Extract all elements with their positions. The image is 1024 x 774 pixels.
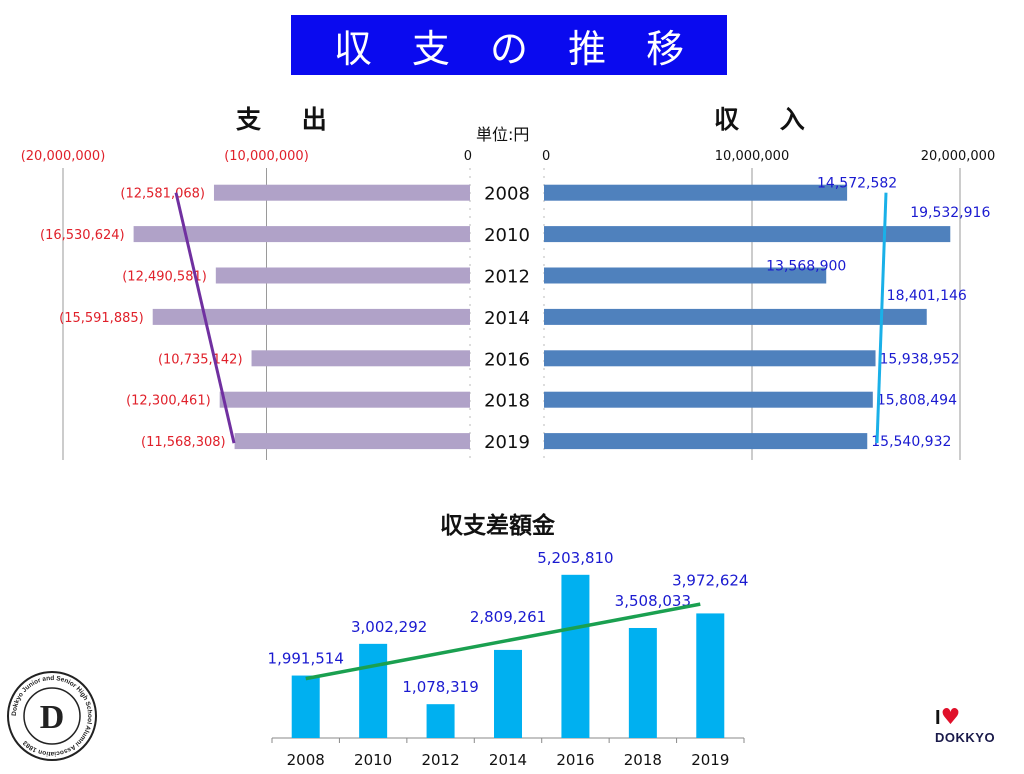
income-data-label: 15,808,494 — [877, 393, 957, 409]
difference-data-label: 1,078,319 — [402, 678, 478, 696]
page-title: 収 支 の 推 移 — [291, 15, 727, 75]
income-tick-label: 10,000,000 — [715, 149, 789, 164]
income-data-label: 15,540,932 — [871, 434, 951, 450]
expense-tick-label: (20,000,000) — [21, 149, 106, 164]
unit-label: 単位:円 — [476, 125, 530, 144]
expense-data-label: (15,591,885) — [59, 311, 144, 326]
year-label: 2014 — [484, 308, 530, 329]
difference-bar — [359, 643, 388, 738]
income-data-label: 13,568,900 — [766, 259, 846, 275]
difference-data-label: 1,991,514 — [268, 650, 344, 668]
difference-bar — [561, 574, 590, 738]
difference-data-label: 3,972,624 — [672, 571, 748, 589]
expense-data-label: (10,735,142) — [158, 352, 243, 367]
difference-category-label: 2008 — [287, 751, 325, 769]
income-data-label: 15,938,952 — [880, 351, 960, 367]
alumni-association-seal-logo: Dokkyo Junior and Senior High School Alu… — [7, 671, 97, 761]
expense-bar — [251, 350, 470, 367]
difference-data-label: 2,809,261 — [470, 608, 546, 626]
year-label: 2010 — [484, 225, 530, 246]
expense-heading: 支 出 — [236, 105, 343, 134]
expense-data-label: (12,581,068) — [120, 187, 205, 202]
expense-bar — [234, 433, 470, 450]
expense-bar — [133, 226, 470, 243]
year-label: 2016 — [484, 349, 530, 370]
difference-heading: 収支差額金 — [440, 513, 555, 539]
income-tick-label: 20,000,000 — [921, 149, 995, 164]
income-trendline — [875, 192, 888, 444]
income-bar — [544, 308, 927, 325]
expense-data-label: (12,490,581) — [122, 270, 207, 285]
difference-bar — [291, 675, 320, 738]
income-bar — [544, 184, 848, 201]
expense-data-label: (16,530,624) — [40, 228, 125, 243]
difference-bar — [426, 704, 455, 738]
expense-trendline — [174, 192, 236, 444]
difference-category-label: 2018 — [624, 751, 662, 769]
expense-data-label: (11,568,308) — [141, 435, 226, 450]
income-bar — [544, 433, 868, 450]
income-bar — [544, 350, 876, 367]
difference-bar — [628, 627, 657, 738]
expense-bar — [215, 267, 470, 284]
income-heading: 収 入 — [714, 105, 821, 134]
expense-bar — [152, 308, 470, 325]
difference-data-label: 3,002,292 — [351, 618, 427, 636]
income-data-label: 19,532,916 — [910, 205, 990, 221]
difference-data-label: 3,508,033 — [615, 592, 691, 610]
difference-bar — [696, 613, 725, 738]
income-data-label: 14,572,582 — [817, 176, 897, 192]
expense-tick-label: 0 — [464, 149, 472, 164]
difference-bar — [494, 649, 522, 738]
difference-category-label: 2014 — [489, 751, 527, 769]
difference-category-label: 2019 — [691, 751, 729, 769]
income-tick-label: 0 — [542, 149, 550, 164]
difference-category-label: 2016 — [556, 751, 594, 769]
difference-data-label: 5,203,810 — [537, 549, 613, 567]
year-label: 2018 — [484, 391, 530, 412]
heart-icon: ♥ — [940, 705, 961, 730]
difference-category-label: 2012 — [421, 751, 459, 769]
income-bar — [544, 391, 873, 408]
income-bar — [544, 226, 951, 243]
year-label: 2008 — [484, 184, 530, 205]
expense-tick-label: (10,000,000) — [224, 149, 309, 164]
income-bar — [544, 267, 827, 284]
svg-text:D: D — [40, 699, 65, 736]
i-love-dokkyo-logo: I♥ DOKKYO — [935, 705, 996, 745]
expense-bar — [213, 184, 470, 201]
difference-category-label: 2010 — [354, 751, 392, 769]
expense-data-label: (12,300,461) — [126, 394, 211, 409]
year-label: 2012 — [484, 267, 530, 288]
difference-trendline — [305, 602, 701, 681]
year-label: 2019 — [484, 432, 530, 453]
income-data-label: 18,401,146 — [887, 288, 967, 304]
expense-bar — [219, 391, 470, 408]
